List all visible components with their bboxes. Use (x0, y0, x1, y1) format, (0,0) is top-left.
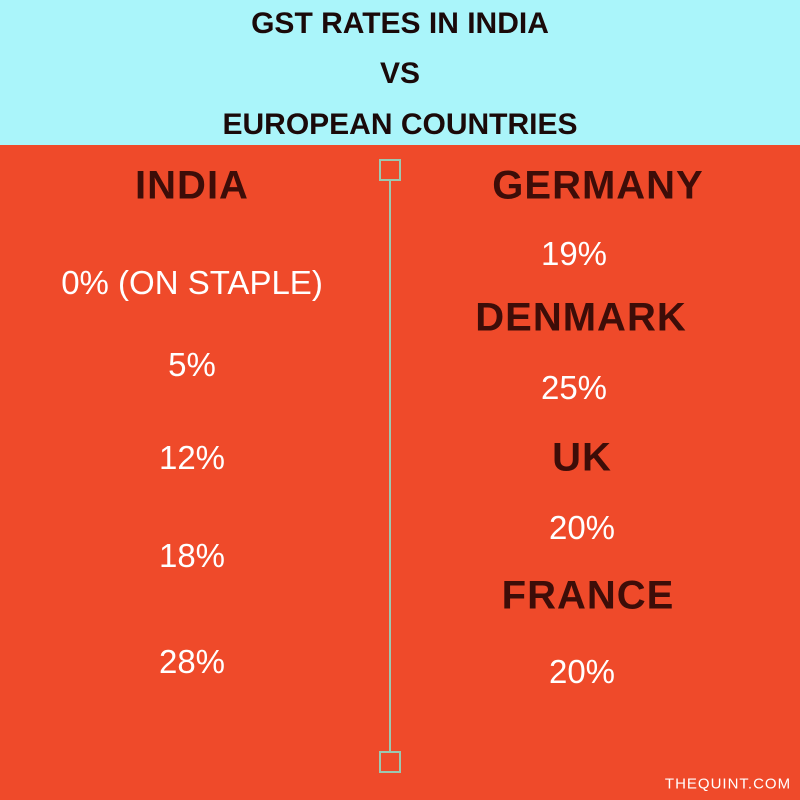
divider-cap (379, 751, 401, 773)
column-title: INDIA (135, 163, 249, 208)
title-line: VS (379, 57, 421, 90)
rate: 20% (548, 509, 616, 546)
rate: 0% (ON STAPLE) (61, 264, 323, 301)
credit: THEQUINT.COM (664, 775, 792, 793)
rate: 28% (158, 643, 226, 680)
rate: 19% (540, 235, 608, 272)
rate: 18% (158, 537, 226, 574)
rate: 5% (168, 346, 216, 383)
header-band (0, 0, 800, 145)
country-name: FRANCE (501, 573, 675, 618)
title-line: EUROPEAN COUNTRIES (222, 108, 578, 141)
country-name: GERMANY (492, 163, 704, 208)
country-name: UK (552, 435, 612, 480)
rate: 20% (548, 653, 616, 690)
country-name: DENMARK (475, 295, 687, 340)
divider-cap (379, 159, 401, 181)
rate: 12% (158, 439, 226, 476)
rate: 25% (540, 369, 608, 406)
title-line: GST RATES IN INDIA (251, 7, 549, 40)
